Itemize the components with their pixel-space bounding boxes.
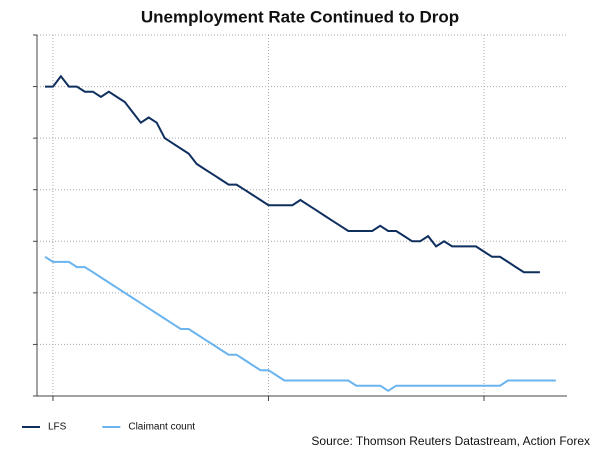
chart-title: Unemployment Rate Continued to Drop — [141, 7, 459, 26]
series-line — [45, 74, 540, 274]
legend-label: LFS — [48, 422, 67, 433]
legend-label: Claimant count — [128, 422, 195, 433]
series-line — [44, 255, 556, 392]
source-note: Source: Thomson Reuters Datastream, Acti… — [311, 434, 590, 448]
